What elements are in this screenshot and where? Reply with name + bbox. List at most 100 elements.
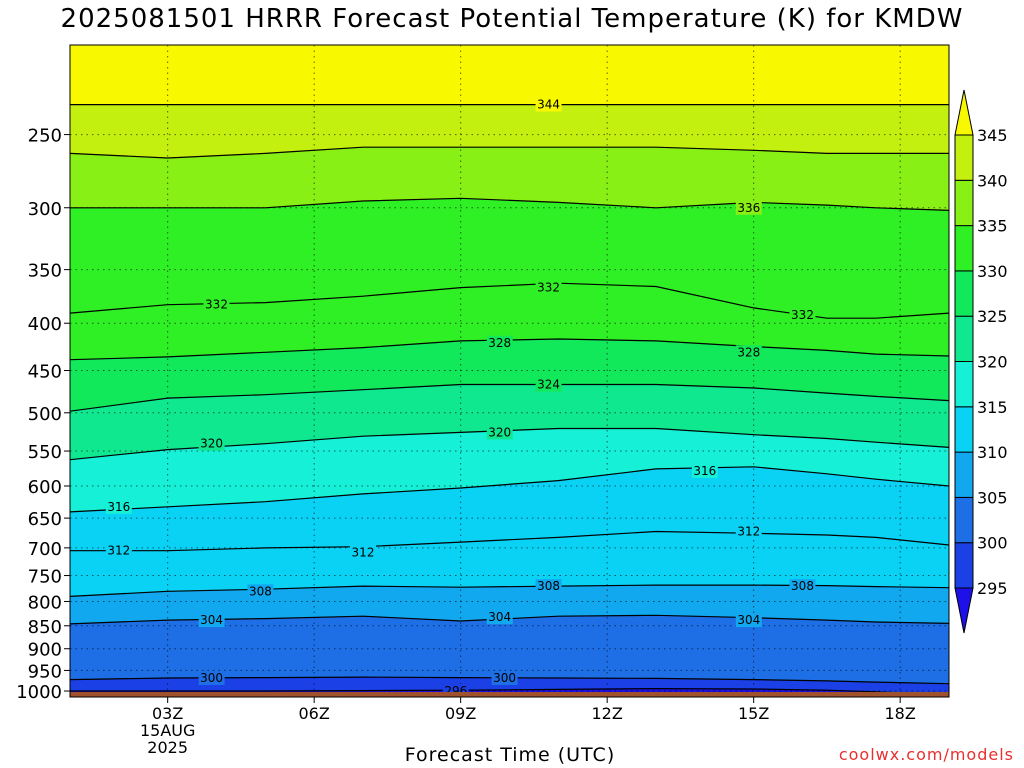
contour-label-332: 332 xyxy=(791,308,814,322)
isentrope-316 xyxy=(70,466,949,513)
contour-label-336: 336 xyxy=(737,201,760,215)
colorbar-top-arrow xyxy=(954,89,974,136)
isentrope-328 xyxy=(70,338,949,361)
contour-label-320: 320 xyxy=(488,425,511,439)
colorbar-bin-330 xyxy=(954,225,974,272)
y-tick-label-800: 800 xyxy=(28,592,62,613)
colorbar-tick-325: 325 xyxy=(977,307,1008,326)
y-tick-label-950: 950 xyxy=(28,661,62,682)
x-tick-label-12Z: 12Z xyxy=(592,704,623,723)
colorbar-tick-315: 315 xyxy=(977,398,1008,417)
y-tick-label-350: 350 xyxy=(28,261,62,282)
contour-label-316: 316 xyxy=(693,464,716,478)
isentrope-304 xyxy=(70,614,949,625)
contour-label-308: 308 xyxy=(537,579,560,593)
x-tick-label-15Z: 15Z xyxy=(738,704,769,723)
colorbar-tick-300: 300 xyxy=(977,534,1008,553)
contour-label-bg xyxy=(491,670,518,685)
y-tick-label-750: 750 xyxy=(28,567,62,588)
y-tick-label-550: 550 xyxy=(28,442,62,463)
contour-label-304: 304 xyxy=(200,613,223,627)
contour-label-304: 304 xyxy=(488,610,511,624)
y-tick-label-600: 600 xyxy=(28,477,62,498)
y-tick-label-850: 850 xyxy=(28,617,62,638)
colorbar-bin-325 xyxy=(954,270,974,317)
isentrope-312 xyxy=(70,530,949,552)
contour-label-bg xyxy=(486,610,513,625)
credit-link[interactable]: coolwx.com/models xyxy=(838,745,1014,764)
colorbar-bin-315 xyxy=(954,361,974,408)
x-tick-label-03Z: 03Z xyxy=(152,704,183,723)
x-tick-label-18Z: 18Z xyxy=(885,704,916,723)
contour-labels: 344 336 332 332 332 328 328 324 320 320 316 316 312 3… xyxy=(105,97,816,697)
contour-label-bg xyxy=(535,280,562,295)
isentrope-300 xyxy=(70,676,949,685)
contour-label-300: 300 xyxy=(493,671,516,685)
x-date-label-0: 15AUG xyxy=(140,721,195,740)
contour-label-bg xyxy=(247,584,274,599)
contour-label-bg xyxy=(203,297,230,312)
colorbar-tick-345: 345 xyxy=(977,126,1008,145)
colorbar-bin-320 xyxy=(954,315,974,363)
colorbar-tick-310: 310 xyxy=(977,443,1008,462)
contour-label-316: 316 xyxy=(107,500,130,514)
contour-label-bg xyxy=(486,425,513,440)
filled-contours xyxy=(70,45,949,697)
contour-label-320: 320 xyxy=(200,437,223,451)
ground-fill xyxy=(70,692,949,697)
contour-label-308: 308 xyxy=(791,579,814,593)
contour-label-bg xyxy=(789,308,816,323)
ground-rect xyxy=(70,692,949,697)
contour-label-bg xyxy=(350,545,376,560)
colorbar-tick-295: 295 xyxy=(977,579,1008,598)
contour-label-328: 328 xyxy=(488,336,511,350)
contour-label-bg xyxy=(735,345,762,360)
chart-title: 2025081501 HRRR Forecast Potential Tempe… xyxy=(60,4,964,34)
contour-label-bg xyxy=(105,499,132,514)
contour-label-332: 332 xyxy=(205,298,228,312)
colorbar-bin-340 xyxy=(954,134,974,181)
contour-label-bg xyxy=(198,436,225,451)
colorbar-tick-320: 320 xyxy=(977,353,1008,372)
y-tick-label-650: 650 xyxy=(28,509,62,530)
x-tick-label-06Z: 06Z xyxy=(299,704,330,723)
contour-label-bg xyxy=(691,463,718,478)
colorbar-tick-335: 335 xyxy=(977,217,1008,236)
isentrope-336 xyxy=(70,197,949,211)
grid-lines xyxy=(70,45,949,697)
x-date-label-1: 2025 xyxy=(147,738,188,757)
contour-label-312: 312 xyxy=(352,545,375,559)
x-axis-label: Forecast Time (UTC) xyxy=(404,744,616,766)
x-tick-label-09Z: 09Z xyxy=(445,704,476,723)
colorbar-bottom-arrow xyxy=(954,587,974,634)
y-axis: 2503003504004505005506006507007508008509… xyxy=(16,126,70,703)
contour-label-bg xyxy=(535,97,562,112)
band-theta-344 xyxy=(70,45,949,105)
y-tick-label-400: 400 xyxy=(28,314,62,335)
colorbar-tick-330: 330 xyxy=(977,262,1008,281)
y-tick-label-250: 250 xyxy=(28,126,62,147)
y-tick-label-500: 500 xyxy=(28,404,62,425)
contour-label-bg xyxy=(198,613,225,628)
contour-label-312: 312 xyxy=(107,544,130,558)
colorbar-bin-300 xyxy=(954,496,974,544)
colorbar-bin-310 xyxy=(954,406,974,453)
contour-label-bg xyxy=(735,613,762,628)
colorbar-bin-295 xyxy=(954,542,974,589)
contour-label-308: 308 xyxy=(249,584,272,598)
contour-label-bg xyxy=(105,543,132,558)
contour-label-bg xyxy=(486,335,513,350)
contour-label-bg xyxy=(735,200,762,215)
contour-label-bg xyxy=(535,377,562,392)
y-tick-label-900: 900 xyxy=(28,640,62,661)
contour-label-304: 304 xyxy=(737,613,760,627)
isentrope-340 xyxy=(70,146,949,159)
colorbar-bin-335 xyxy=(954,179,974,227)
contour-label-300: 300 xyxy=(200,671,223,685)
isentrope-320 xyxy=(70,427,949,461)
colorbar-tick-305: 305 xyxy=(977,488,1008,507)
contour-label-332: 332 xyxy=(537,281,560,295)
contour-label-344: 344 xyxy=(537,98,560,112)
